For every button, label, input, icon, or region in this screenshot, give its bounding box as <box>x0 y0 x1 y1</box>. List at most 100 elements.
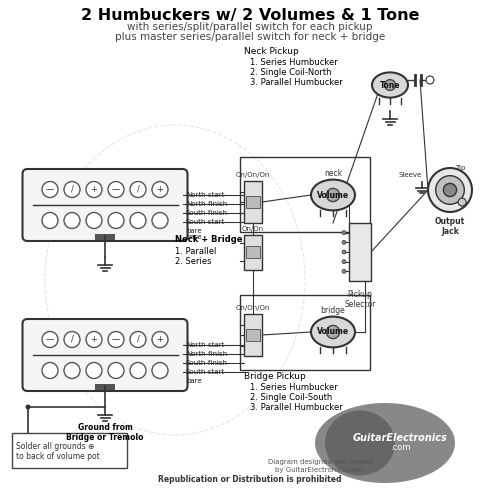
Text: .com: .com <box>390 444 410 452</box>
Circle shape <box>42 332 58 347</box>
Text: bare: bare <box>186 378 202 384</box>
Text: /: / <box>136 185 140 194</box>
Bar <box>246 329 260 341</box>
Text: Sleeve: Sleeve <box>399 172 422 178</box>
Circle shape <box>152 362 168 378</box>
Circle shape <box>86 332 102 347</box>
Text: Neck Pickup: Neck Pickup <box>244 47 299 56</box>
Circle shape <box>342 240 346 244</box>
Text: Ground from
Bridge or Tremolo: Ground from Bridge or Tremolo <box>66 423 144 442</box>
Circle shape <box>42 362 58 378</box>
Text: neck: neck <box>324 168 342 177</box>
Text: +: + <box>90 335 98 344</box>
Text: South-start: South-start <box>186 369 225 375</box>
Bar <box>95 234 115 240</box>
Text: —: — <box>46 185 54 194</box>
Circle shape <box>152 182 168 198</box>
Text: bridge: bridge <box>320 306 345 314</box>
Text: /: / <box>136 335 140 344</box>
Circle shape <box>426 76 434 84</box>
Bar <box>240 157 370 232</box>
Text: North-finish: North-finish <box>186 351 227 357</box>
Text: Bridge Pickup: Bridge Pickup <box>244 372 306 381</box>
Circle shape <box>342 270 346 274</box>
Circle shape <box>342 260 346 264</box>
Text: +: + <box>156 335 164 344</box>
Circle shape <box>64 212 80 228</box>
Circle shape <box>458 198 466 206</box>
Circle shape <box>342 230 346 234</box>
Text: Output
Jack: Output Jack <box>435 217 465 236</box>
Bar <box>246 196 260 208</box>
Ellipse shape <box>311 180 355 210</box>
Circle shape <box>152 332 168 347</box>
Circle shape <box>42 182 58 198</box>
Circle shape <box>26 404 30 409</box>
Text: South-finish: South-finish <box>186 360 228 366</box>
Circle shape <box>130 332 146 347</box>
Bar <box>246 246 260 258</box>
Ellipse shape <box>325 410 395 476</box>
Text: Pickup
Selector: Pickup Selector <box>344 290 376 310</box>
Text: 3. Parallel Humbucker: 3. Parallel Humbucker <box>250 78 343 87</box>
Bar <box>240 295 370 370</box>
Text: —: — <box>46 335 54 344</box>
Circle shape <box>86 212 102 228</box>
Bar <box>95 384 115 390</box>
Text: South-finish: South-finish <box>186 210 228 216</box>
FancyBboxPatch shape <box>22 319 188 391</box>
Circle shape <box>152 212 168 228</box>
Text: —: — <box>112 335 120 344</box>
Text: North-start: North-start <box>186 192 224 198</box>
Circle shape <box>130 182 146 198</box>
Circle shape <box>428 168 472 212</box>
Circle shape <box>326 188 340 202</box>
Circle shape <box>108 332 124 347</box>
Text: North-start: North-start <box>186 342 224 348</box>
Ellipse shape <box>315 403 455 483</box>
Text: Tip: Tip <box>455 165 466 171</box>
Text: by GuitarElectronics.com.: by GuitarElectronics.com. <box>275 467 365 473</box>
Text: —: — <box>112 185 120 194</box>
Text: with series/split/parallel switch for each pickup: with series/split/parallel switch for ea… <box>127 22 373 32</box>
Text: South-start: South-start <box>186 219 225 225</box>
Circle shape <box>130 362 146 378</box>
Circle shape <box>86 362 102 378</box>
Circle shape <box>64 182 80 198</box>
Text: Solder all grounds ⊕
to back of volume pot: Solder all grounds ⊕ to back of volume p… <box>16 442 100 462</box>
Ellipse shape <box>372 72 408 98</box>
Circle shape <box>342 250 346 254</box>
Text: bare: bare <box>186 228 202 234</box>
Text: +: + <box>90 185 98 194</box>
Text: 1. Series Humbucker: 1. Series Humbucker <box>250 58 338 67</box>
Circle shape <box>326 326 340 338</box>
Circle shape <box>436 176 464 204</box>
Text: On/On/On: On/On/On <box>236 305 270 311</box>
Circle shape <box>86 182 102 198</box>
Text: 1. Parallel: 1. Parallel <box>175 247 216 256</box>
Bar <box>12 433 127 468</box>
Circle shape <box>42 212 58 228</box>
Text: /: / <box>70 335 74 344</box>
Text: 2 Humbuckers w/ 2 Volumes & 1 Tone: 2 Humbuckers w/ 2 Volumes & 1 Tone <box>81 8 419 23</box>
Text: Diagram designed and owned: Diagram designed and owned <box>268 459 372 465</box>
Text: GuitarElectronics: GuitarElectronics <box>352 433 448 443</box>
Text: On/On/On: On/On/On <box>236 172 270 178</box>
Text: Volume: Volume <box>317 328 349 336</box>
Circle shape <box>384 80 396 90</box>
Circle shape <box>64 332 80 347</box>
Circle shape <box>130 212 146 228</box>
Circle shape <box>108 212 124 228</box>
Ellipse shape <box>311 316 355 348</box>
Text: Republication or Distribution is prohibited: Republication or Distribution is prohibi… <box>158 474 342 484</box>
Circle shape <box>108 182 124 198</box>
Text: Neck + Bridge: Neck + Bridge <box>175 235 242 244</box>
Bar <box>349 223 371 281</box>
Text: 3. Parallel Humbucker: 3. Parallel Humbucker <box>250 403 343 412</box>
Text: Volume: Volume <box>317 190 349 200</box>
Text: Tone: Tone <box>380 80 400 90</box>
Text: 1. Series Humbucker: 1. Series Humbucker <box>250 383 338 392</box>
Text: bare: bare <box>186 234 202 240</box>
Text: plus master series/parallel switch for neck + bridge: plus master series/parallel switch for n… <box>115 32 385 42</box>
Text: On/On: On/On <box>242 226 264 232</box>
